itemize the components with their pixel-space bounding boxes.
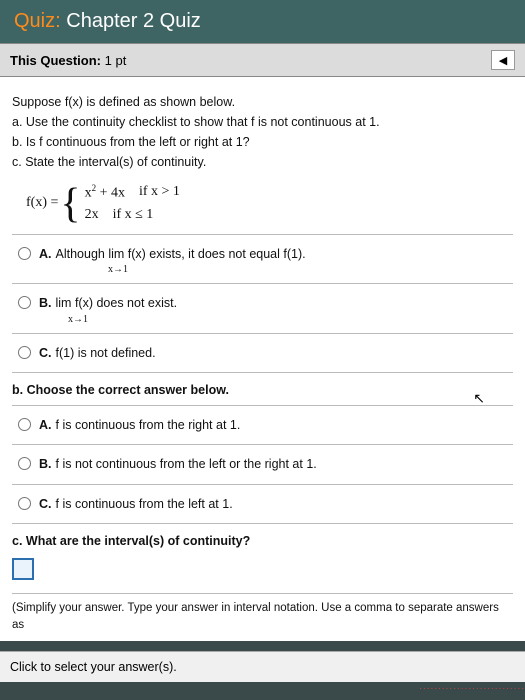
partB-label: b. Choose the correct answer below. <box>12 381 513 399</box>
prev-button[interactable]: ◀ <box>491 50 515 70</box>
limit-sub-B: x→1 <box>68 313 513 328</box>
radio-A-B[interactable] <box>18 296 31 309</box>
prompt-intro: Suppose f(x) is defined as shown below. <box>12 93 513 111</box>
partC-hint: (Simplify your answer. Type your answer … <box>12 600 513 633</box>
piece2-expr: 2x <box>85 205 99 225</box>
piecewise-equation: f(x) = { x2 + 4x if x > 1 2x if x ≤ 1 <box>26 182 513 226</box>
radio-A-A[interactable] <box>18 247 31 260</box>
quiz-header: Quiz: Chapter 2 Quiz <box>0 0 525 43</box>
piece1-expr: x2 + 4x <box>85 182 125 204</box>
partB-option-B[interactable]: B.f is not continuous from the left or t… <box>12 451 513 477</box>
piece1-cond: if x > 1 <box>139 182 180 204</box>
interval-input[interactable] <box>12 558 34 580</box>
points: 1 pt <box>105 53 127 68</box>
prompt-c: c. State the interval(s) of continuity. <box>12 153 513 171</box>
radio-B-B[interactable] <box>18 457 31 470</box>
cursor-icon: ↖ <box>473 390 485 407</box>
quiz-title: Chapter 2 Quiz <box>66 10 201 32</box>
partB-option-C[interactable]: C.f is continuous from the left at 1. <box>12 491 513 517</box>
brace-icon: { <box>60 186 80 222</box>
partA-option-C[interactable]: C.f(1) is not defined. <box>12 340 513 366</box>
footer-instruction: Click to select your answer(s). <box>0 651 525 682</box>
eq-lhs: f(x) = <box>26 193 58 213</box>
partB-option-A[interactable]: A.f is continuous from the right at 1. <box>12 412 513 438</box>
prompt: Suppose f(x) is defined as shown below. … <box>12 93 513 172</box>
quiz-label: Quiz: <box>14 10 61 32</box>
radio-B-A[interactable] <box>18 418 31 431</box>
radio-B-C[interactable] <box>18 497 31 510</box>
question-subheader: This Question: 1 pt ◀ <box>0 43 525 77</box>
partC-label: c. What are the interval(s) of continuit… <box>12 532 513 550</box>
question-content: Suppose f(x) is defined as shown below. … <box>0 77 525 641</box>
prompt-b: b. Is f continuous from the left or righ… <box>12 133 513 151</box>
dotted-line: ............................ <box>419 681 525 692</box>
radio-A-C[interactable] <box>18 346 31 359</box>
limit-sub-A: x→1 <box>108 263 513 278</box>
piece2-cond: if x ≤ 1 <box>113 205 154 225</box>
prompt-a: a. Use the continuity checklist to show … <box>12 113 513 131</box>
this-question-label: This Question: <box>10 53 101 68</box>
